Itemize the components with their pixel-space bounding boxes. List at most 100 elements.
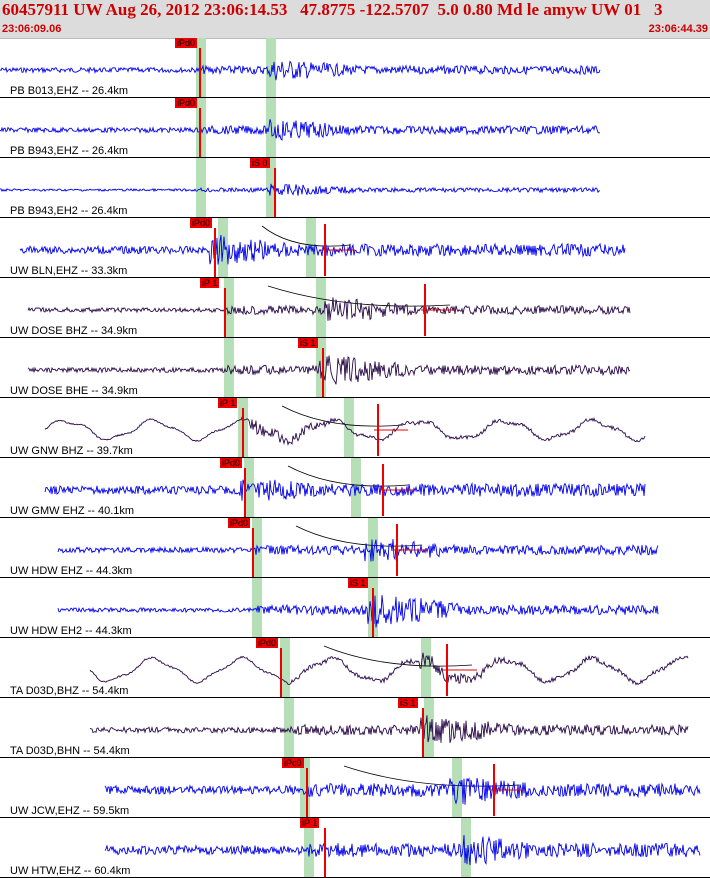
trace-panel[interactable]: iS 1 UW DOSE BHE -- 34.9km xyxy=(0,338,710,398)
pick-window xyxy=(316,278,326,338)
channel-label: UW HDW EHZ -- 44.3km xyxy=(10,565,133,577)
channel-label: UW HDW EH2 -- 44.3km xyxy=(10,625,132,637)
pick-line[interactable] xyxy=(244,468,246,518)
waveform-plot xyxy=(19,218,626,278)
waveform-plot xyxy=(89,698,689,758)
trace-panel[interactable]: iPc0 UW JCW,EHZ -- 59.5km xyxy=(0,758,710,818)
panel-divider xyxy=(0,397,710,398)
pick-line[interactable] xyxy=(199,48,201,98)
pick-window xyxy=(196,38,206,98)
trace-panel[interactable]: iP 1 UW DOSE BHZ -- 34.9km xyxy=(0,278,710,338)
pick-line[interactable] xyxy=(306,768,308,818)
pick-line[interactable] xyxy=(214,228,216,278)
trace-panel[interactable]: iP 1 UW GNW BHZ -- 39.7km xyxy=(0,398,710,458)
trace-panel[interactable]: iPd0 PB B013,EHZ -- 26.4km xyxy=(0,38,710,98)
phase-pick-label[interactable]: iS 1 xyxy=(348,578,368,588)
trace-panel[interactable]: iS 0 PB B943,EH2 -- 26.4km xyxy=(0,158,710,218)
phase-pick-label[interactable]: iPd0 xyxy=(175,98,198,108)
coda-curve xyxy=(295,525,423,547)
pick-line[interactable] xyxy=(252,528,254,578)
pick-line[interactable] xyxy=(199,108,201,158)
trace-panel[interactable]: iS 1 UW HDW EH2 -- 44.3km xyxy=(0,578,710,638)
panel-divider xyxy=(0,157,710,158)
channel-label: UW HTW,EHZ -- 60.4km xyxy=(10,865,131,877)
panel-divider xyxy=(0,97,710,98)
waveform-line xyxy=(19,235,626,265)
phase-pick-label[interactable]: iP 1 xyxy=(218,398,238,408)
end-time: 23:06:44.39 xyxy=(648,23,708,35)
phase-pick-label[interactable]: iPd0 xyxy=(256,638,279,648)
waveform-line xyxy=(104,834,701,866)
pick-window xyxy=(421,638,431,698)
phase-pick-label[interactable]: iPc0 xyxy=(282,758,304,768)
phase-pick-label[interactable]: iS 1 xyxy=(398,698,418,708)
pick-line[interactable] xyxy=(280,648,282,698)
pick-window xyxy=(452,758,462,818)
waveform-line xyxy=(89,652,689,686)
coda-curve xyxy=(281,405,404,427)
pick-window xyxy=(316,338,326,398)
trace-panel[interactable]: iPd0 UW HDW EHZ -- 44.3km xyxy=(0,518,710,578)
channel-label: UW DOSE BHZ -- 34.9km xyxy=(10,325,138,337)
pick-line[interactable] xyxy=(242,408,244,458)
waveform-line xyxy=(89,715,689,743)
waveform-line xyxy=(27,355,631,385)
phase-pick-label[interactable]: iPd0 xyxy=(190,218,213,228)
channel-label: UW BLN,EHZ -- 33.3km xyxy=(10,265,128,277)
phase-pick-label[interactable]: iPd0 xyxy=(228,518,251,528)
trace-panel[interactable]: iPd0 TA D03D,BHZ -- 54.4km xyxy=(0,638,710,698)
panel-divider xyxy=(0,817,710,818)
waveform-line xyxy=(0,60,601,81)
channel-label: PB B013,EHZ -- 26.4km xyxy=(10,85,128,97)
waveform-line xyxy=(57,595,659,628)
phase-pick-label[interactable]: iP 1 xyxy=(300,818,320,828)
seismogram-traces[interactable]: iPd0 PB B013,EHZ -- 26.4km iPd0 PB B943,EHZ… xyxy=(0,38,710,878)
phase-pick-label[interactable]: iPd0 xyxy=(175,38,198,48)
panel-divider xyxy=(0,337,710,338)
pick-window xyxy=(224,278,234,338)
pick-window xyxy=(304,818,314,878)
start-time: 23:06:09.06 xyxy=(2,23,62,35)
pick-window xyxy=(266,38,276,98)
coda-curve xyxy=(261,225,351,247)
trace-panel[interactable]: iS 1 TA D03D,BHN -- 54.4km xyxy=(0,698,710,758)
panel-divider xyxy=(0,757,710,758)
trace-panel[interactable]: iPd0 PB B943,EHZ -- 26.4km xyxy=(0,98,710,158)
pick-line[interactable] xyxy=(224,288,226,338)
pick-window xyxy=(252,578,262,638)
waveform-plot xyxy=(104,818,701,878)
pick-line[interactable] xyxy=(422,708,424,758)
channel-label: UW DOSE BHE -- 34.9km xyxy=(10,385,138,397)
channel-label: PB B943,EH2 -- 26.4km xyxy=(10,205,128,217)
waveform-line xyxy=(27,297,631,321)
phase-pick-label[interactable]: iP 1 xyxy=(200,278,220,288)
pick-window xyxy=(424,698,434,758)
channel-label: UW GMW EHZ -- 40.1km xyxy=(10,505,135,517)
trace-panel[interactable]: iPd0 UW BLN,EHZ -- 33.3km xyxy=(0,218,710,278)
phase-pick-label[interactable]: iPd0 xyxy=(220,458,243,468)
phase-pick-label[interactable]: iS 1 xyxy=(298,338,318,348)
trace-panel[interactable]: iPd0 UW GMW EHZ -- 40.1km xyxy=(0,458,710,518)
coda-curve xyxy=(287,465,409,487)
coda-curve xyxy=(343,765,520,787)
channel-label: UW GNW BHZ -- 39.7km xyxy=(10,445,133,457)
panel-divider xyxy=(0,217,710,218)
waveform-plot xyxy=(27,338,631,398)
pick-line[interactable] xyxy=(324,828,326,878)
event-header: 60457911 UW Aug 26, 2012 23:06:14.53 47.… xyxy=(0,0,710,39)
panel-divider xyxy=(0,457,710,458)
waveform-line xyxy=(0,183,601,196)
waveform-plot xyxy=(57,518,659,578)
trace-panel[interactable]: iP 1 UW HTW,EHZ -- 60.4km xyxy=(0,818,710,878)
waveform-plot xyxy=(89,638,689,698)
channel-label: PB B943,EHZ -- 26.4km xyxy=(10,145,128,157)
pick-line[interactable] xyxy=(372,588,374,638)
pick-window xyxy=(280,638,290,698)
pick-line[interactable] xyxy=(274,168,276,218)
pick-line[interactable] xyxy=(322,348,324,398)
phase-pick-label[interactable]: iS 0 xyxy=(250,158,270,168)
pick-window xyxy=(300,758,310,818)
panel-divider xyxy=(0,577,710,578)
channel-label: UW JCW,EHZ -- 59.5km xyxy=(10,805,130,817)
channel-label: TA D03D,BHN -- 54.4km xyxy=(10,745,130,757)
